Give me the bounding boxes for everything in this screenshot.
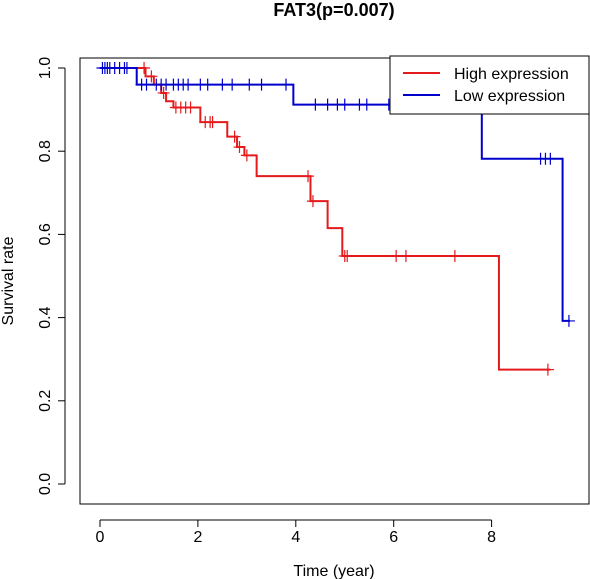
x-axis-label: Time (year) [293, 563, 374, 579]
y-tick-label: 0.0 [37, 473, 54, 495]
x-tick-label: 0 [96, 529, 105, 546]
censor-mark [120, 62, 133, 74]
y-tick-label: 1.0 [37, 57, 54, 79]
censor-mark [182, 78, 195, 91]
y-axis-label: Survival rate [0, 236, 17, 325]
y-tick-label: 0.6 [37, 223, 54, 245]
legend-label: Low expression [454, 88, 565, 105]
censor-mark [228, 130, 241, 143]
y-tick-label: 0.8 [37, 140, 54, 162]
censor-mark [255, 78, 268, 91]
censor-mark [280, 78, 293, 91]
censor-mark [306, 195, 319, 208]
censor-mark [243, 78, 256, 91]
y-tick-label: 0.2 [37, 390, 54, 412]
censor-mark [341, 250, 354, 263]
censor-mark [157, 86, 170, 99]
censor-mark [226, 78, 239, 91]
censor-mark [309, 98, 322, 111]
plot-frame [79, 57, 590, 505]
censor-mark [206, 116, 219, 129]
x-tick-label: 2 [193, 529, 202, 546]
y-tick-label: 0.4 [37, 306, 54, 328]
censor-mark [541, 363, 554, 376]
censor-mark [399, 250, 412, 263]
censor-mark [338, 98, 351, 111]
censor-mark [145, 70, 158, 83]
survival-curve [100, 67, 570, 322]
censor-mark [562, 314, 575, 327]
censor-mark [138, 62, 151, 74]
censor-mark [201, 78, 214, 91]
axes: 0 2 4 6 8 0.0 0.2 0.4 0.6 0.8 1.0 [37, 57, 590, 546]
legend-label: High expression [454, 66, 569, 83]
censor-mark [302, 170, 315, 183]
x-tick-label: 6 [389, 529, 398, 546]
chart-title: FAT3(p=0.007) [273, 0, 394, 20]
x-tick-label: 8 [487, 529, 496, 546]
censor-mark [240, 149, 253, 162]
censor-mark [360, 98, 373, 111]
censor-mark [448, 250, 461, 263]
censor-mark [233, 141, 246, 154]
legend: High expression Low expression [389, 55, 590, 115]
censor-mark [544, 152, 557, 165]
legend-box [389, 55, 590, 115]
x-tick-label: 4 [291, 529, 300, 546]
censor-mark [184, 101, 197, 114]
